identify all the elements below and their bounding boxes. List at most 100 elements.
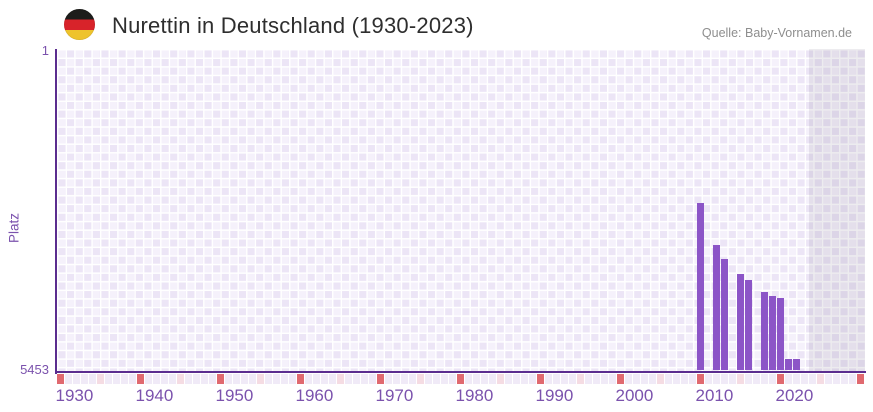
x-tick-label: 2010 [695,386,734,405]
german-flag-icon [64,9,95,40]
bar-2010[interactable] [697,203,704,371]
year-marker [393,374,400,384]
year-marker [721,374,728,384]
year-marker [361,374,368,384]
year-marker [505,374,512,384]
y-axis-label-bottom: 5453 [20,362,49,377]
year-marker [249,374,256,384]
year-marker [57,374,64,384]
year-marker [625,374,632,384]
year-marker [777,374,784,384]
year-marker [281,374,288,384]
year-marker [297,374,304,384]
year-marker [369,374,376,384]
year-marker [665,374,672,384]
year-marker [409,374,416,384]
year-marker [641,374,648,384]
bar-2021[interactable] [785,359,792,371]
year-marker [329,374,336,384]
source-attribution: Quelle: Baby-Vornamen.de [701,26,852,40]
year-marker [97,374,104,384]
year-marker [681,374,688,384]
year-marker [617,374,624,384]
year-marker [633,374,640,384]
year-marker [193,374,200,384]
year-marker [321,374,328,384]
year-marker [401,374,408,384]
year-marker [217,374,224,384]
bar-2020[interactable] [777,297,784,371]
year-marker [689,374,696,384]
year-marker [385,374,392,384]
year-marker [697,374,704,384]
y-axis-title: Platz [6,212,22,244]
year-marker [801,374,808,384]
year-marker [273,374,280,384]
year-marker [673,374,680,384]
bar-2012[interactable] [713,245,720,371]
year-marker [729,374,736,384]
year-marker [849,374,856,384]
year-marker [225,374,232,384]
bar-2022[interactable] [793,359,800,371]
year-marker [145,374,152,384]
year-marker [713,374,720,384]
year-marker [537,374,544,384]
year-marker [521,374,528,384]
chart-title: Nurettin in Deutschland (1930-2023) [112,13,474,38]
year-marker [313,374,320,384]
year-marker [769,374,776,384]
year-marker [353,374,360,384]
x-tick-label: 1950 [215,386,254,405]
year-marker [417,374,424,384]
chart-plot-area [56,49,865,371]
year-marker [577,374,584,384]
year-marker [441,374,448,384]
year-marker [585,374,592,384]
year-marker [457,374,464,384]
future-years-shade [808,49,865,371]
year-marker [233,374,240,384]
bar-2013[interactable] [721,258,728,371]
year-marker [121,374,128,384]
year-marker [785,374,792,384]
year-marker [105,374,112,384]
x-tick-label: 2020 [775,386,814,405]
year-marker [609,374,616,384]
year-marker [161,374,168,384]
year-marker [857,374,864,384]
bar-2016[interactable] [745,280,752,371]
year-marker [649,374,656,384]
year-marker [345,374,352,384]
year-marker [513,374,520,384]
year-marker [241,374,248,384]
x-tick-label: 1940 [135,386,174,405]
year-marker [153,374,160,384]
year-marker [305,374,312,384]
year-marker [169,374,176,384]
x-tick-label: 1930 [55,386,94,405]
year-marker [377,374,384,384]
year-marker [201,374,208,384]
year-marker [177,374,184,384]
year-marker [561,374,568,384]
year-marker [209,374,216,384]
year-marker [833,374,840,384]
bar-2015[interactable] [737,273,744,371]
year-marker [433,374,440,384]
year-marker [657,374,664,384]
year-marker [113,374,120,384]
year-marker [705,374,712,384]
x-tick-label: 1990 [535,386,574,405]
bar-2019[interactable] [769,296,776,371]
year-marker [481,374,488,384]
year-marker [489,374,496,384]
year-marker [825,374,832,384]
y-axis-label-top: 1 [41,43,49,58]
bar-2018[interactable] [761,292,768,371]
year-marker [137,374,144,384]
year-marker [257,374,264,384]
year-marker [465,374,472,384]
x-axis-line [55,370,866,373]
